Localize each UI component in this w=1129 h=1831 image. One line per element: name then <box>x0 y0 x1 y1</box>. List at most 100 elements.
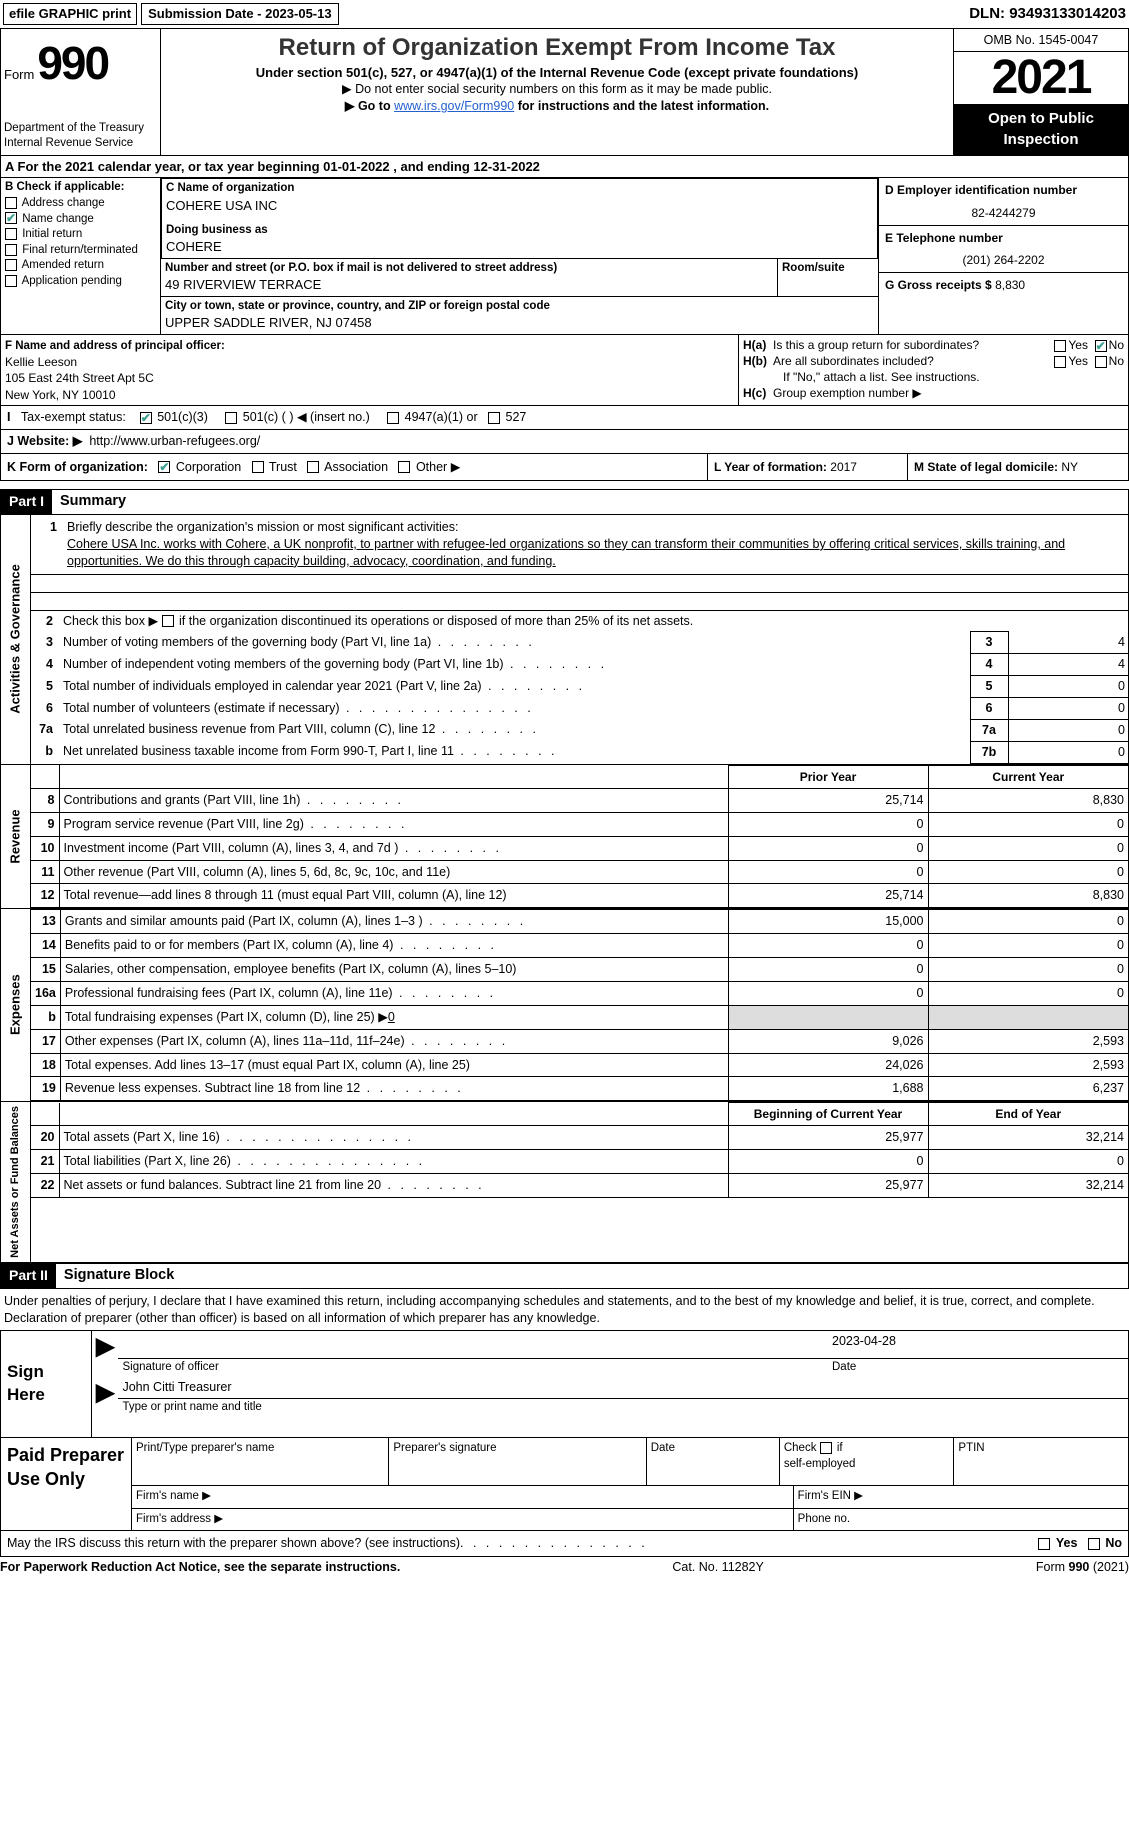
501c3-checkbox[interactable] <box>140 412 152 424</box>
trust-checkbox[interactable] <box>252 461 264 473</box>
assoc-checkbox[interactable] <box>307 461 319 473</box>
paid-preparer-label: Paid Preparer Use Only <box>1 1438 131 1530</box>
website-label: J Website: ▶ <box>7 434 82 448</box>
q7b-box: 7b <box>970 741 1008 763</box>
line15-prior: 0 <box>728 958 928 982</box>
form-note-2: ▶ Go to www.irs.gov/Form990 for instruct… <box>167 98 947 115</box>
officer-addr2: New York, NY 10010 <box>5 388 116 402</box>
part2-title: Signature Block <box>56 1264 1128 1288</box>
ha-yes-checkbox[interactable] <box>1054 340 1066 352</box>
firm-name-label: Firm's name ▶ <box>132 1486 794 1508</box>
suite-label: Room/suite <box>782 261 874 277</box>
discuss-no-checkbox[interactable] <box>1088 1538 1100 1550</box>
note2-post: for instructions and the latest informat… <box>518 99 769 113</box>
line16b-curr-shaded <box>928 1005 1128 1029</box>
domicile-label: M State of legal domicile: <box>914 460 1058 474</box>
signature-declaration: Under penalties of perjury, I declare th… <box>0 1289 1129 1331</box>
section-c: C Name of organization COHERE USA INC Do… <box>161 178 878 333</box>
gross-receipts: 8,830 <box>995 278 1025 292</box>
dln-number: DLN: 93493133014203 <box>969 4 1126 24</box>
line10-label: Investment income (Part VIII, column (A)… <box>64 841 399 855</box>
ha-no-checkbox[interactable] <box>1095 340 1107 352</box>
initial-label: Initial return <box>22 228 82 240</box>
signature-line[interactable] <box>118 1331 828 1359</box>
net-assets-section: Net Assets or Fund Balances Beginning of… <box>0 1102 1129 1263</box>
line15-curr: 0 <box>928 958 1128 982</box>
line8-prior: 25,714 <box>728 788 928 812</box>
website-row: J Website: ▶ http://www.urban-refugees.o… <box>0 430 1129 454</box>
line19-prior: 1,688 <box>728 1077 928 1101</box>
line8-label: Contributions and grants (Part VIII, lin… <box>64 793 301 807</box>
line21-end: 0 <box>928 1150 1128 1174</box>
line11-curr: 0 <box>928 860 1128 884</box>
other-checkbox[interactable] <box>398 461 410 473</box>
irs-link[interactable]: www.irs.gov/Form990 <box>394 99 514 113</box>
final-return-checkbox[interactable] <box>5 244 17 256</box>
hb-yes-checkbox[interactable] <box>1054 356 1066 368</box>
section-d: D Employer identification number 82-4244… <box>878 178 1128 333</box>
revenue-section: Revenue Prior YearCurrent Year 8Contribu… <box>0 765 1129 910</box>
sign-here-label: Sign Here <box>1 1331 91 1437</box>
ptin-label: PTIN <box>954 1438 1128 1485</box>
final-label: Final return/terminated <box>22 244 138 256</box>
b-label: B Check if applicable: <box>5 180 156 196</box>
q7b-val: 0 <box>1008 741 1128 763</box>
efile-button[interactable]: efile GRAPHIC print <box>3 3 137 25</box>
paperwork-notice: For Paperwork Reduction Act Notice, see … <box>0 1559 400 1576</box>
street-address: 49 RIVERVIEW TERRACE <box>165 276 773 294</box>
line9-label: Program service revenue (Part VIII, line… <box>64 817 304 831</box>
calendar-year-row: A For the 2021 calendar year, or tax yea… <box>0 156 1129 179</box>
formation-label: L Year of formation: <box>714 460 827 474</box>
name-change-checkbox[interactable] <box>5 212 17 224</box>
line21-begin: 0 <box>728 1150 928 1174</box>
amended-label: Amended return <box>22 259 104 271</box>
footer-row: For Paperwork Reduction Act Notice, see … <box>0 1557 1129 1578</box>
4947-checkbox[interactable] <box>387 412 399 424</box>
address-change-checkbox[interactable] <box>5 197 17 209</box>
app-pending-checkbox[interactable] <box>5 275 17 287</box>
formation-year: 2017 <box>830 460 857 474</box>
hc-label: Group exemption number ▶ <box>773 386 922 400</box>
line12-curr: 8,830 <box>928 884 1128 908</box>
open-public-label: Open to Public Inspection <box>954 104 1128 155</box>
line17-prior: 9,026 <box>728 1029 928 1053</box>
initial-return-checkbox[interactable] <box>5 228 17 240</box>
preparer-date-label: Date <box>647 1438 780 1485</box>
date-label: Date <box>828 1359 1128 1377</box>
line17-curr: 2,593 <box>928 1029 1128 1053</box>
street-label: Number and street (or P.O. box if mail i… <box>165 261 773 277</box>
officer-addr1: 105 East 24th Street Apt 5C <box>5 371 154 385</box>
discontinued-checkbox[interactable] <box>162 615 174 627</box>
sig-of-officer-label: Signature of officer <box>118 1359 828 1377</box>
q6-label: Total number of volunteers (estimate if … <box>63 701 340 715</box>
firm-ein-label: Firm's EIN ▶ <box>794 1486 1128 1508</box>
527-checkbox[interactable] <box>488 412 500 424</box>
officer-print-name: John Citti Treasurer <box>118 1377 1128 1399</box>
opt-501c3: 501(c)(3) <box>157 410 208 424</box>
discuss-no-label: No <box>1105 1536 1122 1550</box>
line16a-curr: 0 <box>928 981 1128 1005</box>
hb-no-checkbox[interactable] <box>1095 356 1107 368</box>
q7b-label: Net unrelated business taxable income fr… <box>63 744 454 758</box>
section-f: F Name and address of principal officer:… <box>1 335 738 405</box>
dba-label: Doing business as <box>166 223 873 239</box>
corp-checkbox[interactable] <box>158 461 170 473</box>
amended-return-checkbox[interactable] <box>5 259 17 271</box>
line21-label: Total liabilities (Part X, line 26) <box>64 1154 231 1168</box>
discuss-yes-checkbox[interactable] <box>1038 1538 1050 1550</box>
501c-checkbox[interactable] <box>225 412 237 424</box>
website-url: http://www.urban-refugees.org/ <box>89 434 260 448</box>
self-employed-checkbox[interactable] <box>820 1442 832 1454</box>
line16a-prior: 0 <box>728 981 928 1005</box>
side-label-activities: Activities & Governance <box>1 515 31 764</box>
preparer-sig-label: Preparer's signature <box>389 1438 646 1485</box>
note2-pre: ▶ Go to <box>345 99 394 113</box>
mission-text: Cohere USA Inc. works with Cohere, a UK … <box>67 537 1065 568</box>
officer-label: F Name and address of principal officer: <box>5 340 225 352</box>
line14-curr: 0 <box>928 934 1128 958</box>
side-label-expenses: Expenses <box>1 909 31 1101</box>
line20-begin: 25,977 <box>728 1126 928 1150</box>
sign-arrow-icon-2: ▶ <box>92 1377 118 1416</box>
line8-curr: 8,830 <box>928 788 1128 812</box>
line10-curr: 0 <box>928 836 1128 860</box>
